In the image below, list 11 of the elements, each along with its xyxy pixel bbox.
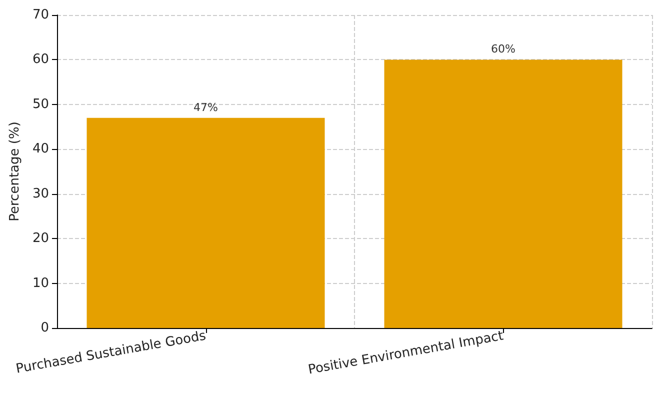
y-tick-label: 70 [32,8,49,22]
y-tick-label: 50 [32,96,49,112]
y-tick-label: 40 [32,142,49,157]
y-tick-label: 0 [40,320,49,336]
y-tick-label: 30 [32,186,49,202]
y-axis-title: Percentage (%) [8,122,23,222]
y-tick-label: 60 [32,52,49,68]
y-tick-label: 20 [32,231,49,246]
data-label: 47% [194,100,218,114]
data-label: 60% [491,42,516,56]
y-tick-label: 10 [32,276,49,291]
